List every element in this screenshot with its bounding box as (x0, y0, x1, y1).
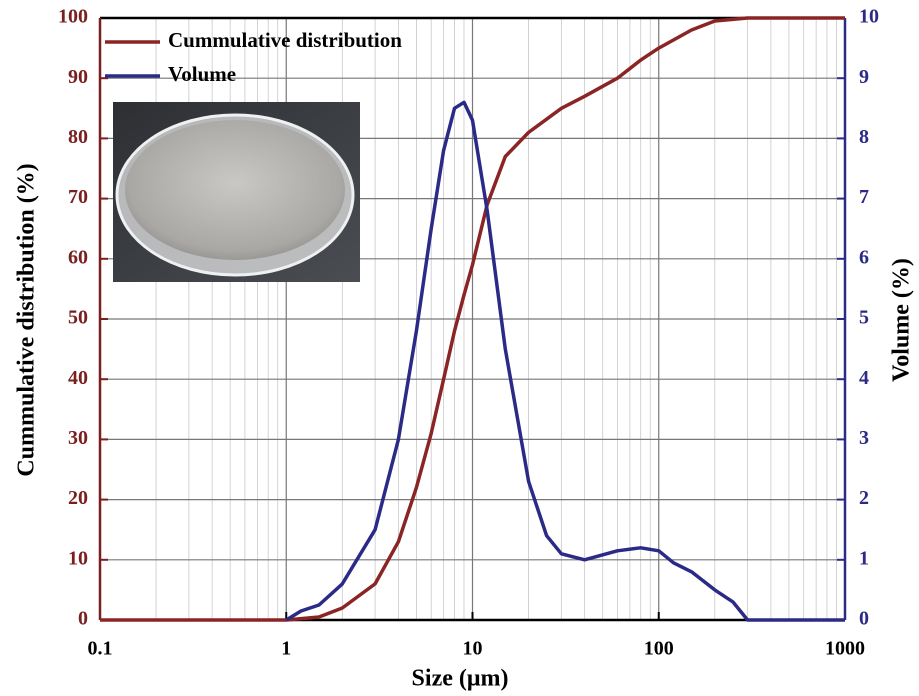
y-axis-label: Cummulative distribution (%) (14, 163, 40, 476)
inset-photo (113, 102, 360, 282)
y2-tick-label: 3 (859, 427, 869, 449)
x-tick-label: 1000 (825, 638, 865, 660)
y-tick-label: 20 (68, 487, 88, 509)
legend-label: Volume (168, 62, 236, 86)
y-tick-label: 70 (68, 186, 88, 208)
legend-label: Cummulative distribution (168, 28, 402, 52)
y2-tick-label: 6 (859, 246, 869, 268)
data-line (286, 102, 845, 620)
y-tick-label: 40 (68, 367, 88, 389)
y2-axis-label: Volume (%) (889, 258, 915, 382)
chart: 0.11101001000010203040506070809010001234… (0, 0, 919, 696)
x-axis-label: Size (μm) (412, 666, 509, 692)
y2-tick-label: 5 (859, 307, 869, 329)
y-tick-label: 60 (68, 246, 88, 268)
y-tick-label: 30 (68, 427, 88, 449)
y-tick-label: 100 (58, 6, 88, 28)
y-tick-label: 50 (68, 307, 88, 329)
y2-tick-label: 0 (859, 608, 869, 630)
x-tick-label: 10 (463, 638, 483, 660)
y2-tick-label: 2 (859, 487, 869, 509)
x-tick-label: 100 (644, 638, 674, 660)
x-tick-label: 1 (281, 638, 291, 660)
y-tick-label: 0 (78, 608, 88, 630)
y-tick-label: 80 (68, 126, 88, 148)
y-tick-label: 10 (68, 547, 88, 569)
y2-tick-label: 9 (859, 66, 869, 88)
y2-tick-label: 8 (859, 126, 869, 148)
y2-tick-label: 4 (859, 367, 869, 389)
x-tick-label: 0.1 (88, 638, 113, 660)
y2-tick-label: 10 (859, 6, 879, 28)
y2-tick-label: 7 (859, 186, 869, 208)
y2-tick-label: 1 (859, 547, 869, 569)
y-tick-label: 90 (68, 66, 88, 88)
